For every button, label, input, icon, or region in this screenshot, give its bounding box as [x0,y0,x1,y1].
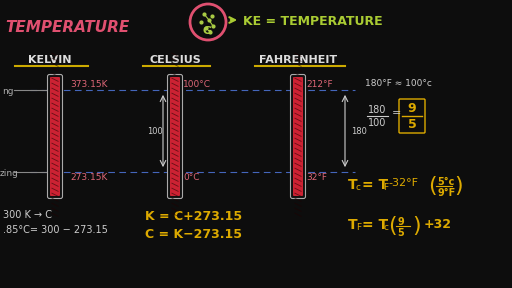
Text: ): ) [412,216,421,236]
Text: 5: 5 [408,118,416,130]
Text: (: ( [388,216,397,236]
Text: 32°F: 32°F [306,173,327,182]
Text: 180°F ≈ 100°c: 180°F ≈ 100°c [365,79,432,88]
Text: 0°C: 0°C [183,173,200,182]
Text: 9°F: 9°F [437,188,455,198]
Text: ng: ng [2,88,13,96]
Text: 180: 180 [368,105,387,115]
FancyBboxPatch shape [48,75,62,198]
Text: ): ) [454,176,463,196]
FancyBboxPatch shape [293,77,303,196]
Text: 5: 5 [397,228,404,238]
Text: c: c [356,183,361,192]
FancyBboxPatch shape [290,75,306,198]
Text: F: F [383,183,388,192]
Text: 273.15K: 273.15K [70,173,108,182]
Text: = T: = T [362,178,388,192]
Text: C = K−273.15: C = K−273.15 [145,228,242,241]
Text: (: ( [428,176,437,196]
FancyBboxPatch shape [167,75,182,198]
Text: -32°F: -32°F [388,178,418,188]
Text: KE = TEMPERATURE: KE = TEMPERATURE [243,15,382,28]
Text: .85°C= 300 − 273.15: .85°C= 300 − 273.15 [3,225,108,235]
Text: 100: 100 [147,126,163,135]
Text: FAHRENHEIT: FAHRENHEIT [259,55,337,65]
Text: 373.15K: 373.15K [70,80,108,89]
Text: 180: 180 [351,126,367,135]
Text: zing: zing [0,170,19,179]
Text: G: G [202,26,211,36]
Text: +32: +32 [424,218,452,231]
Text: F: F [356,223,361,232]
Text: CELSIUS: CELSIUS [149,55,201,65]
Text: 100°C: 100°C [183,80,211,89]
Text: TEMPERATURE: TEMPERATURE [5,20,129,35]
Text: c: c [383,223,388,232]
Text: = T: = T [362,218,388,232]
Text: =: = [392,108,401,118]
Text: T: T [348,178,357,192]
Text: KELVIN: KELVIN [28,55,72,65]
Text: 9: 9 [397,217,404,227]
Text: 100: 100 [368,118,387,128]
Text: 300 K → C: 300 K → C [3,210,52,220]
Text: T: T [348,218,357,232]
FancyBboxPatch shape [50,77,60,196]
FancyBboxPatch shape [170,77,180,196]
Text: 5°c: 5°c [437,177,454,187]
Text: 212°F: 212°F [306,80,333,89]
Text: 9: 9 [408,101,416,115]
Text: K = C+273.15: K = C+273.15 [145,210,242,223]
